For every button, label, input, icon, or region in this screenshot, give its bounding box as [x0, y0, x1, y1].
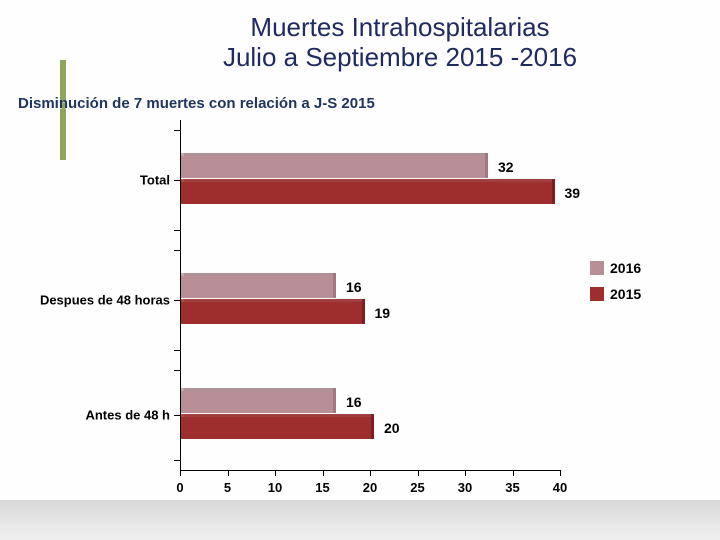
- y-tick: [174, 230, 180, 231]
- x-tick: [370, 470, 371, 476]
- x-tick-label: 5: [224, 480, 231, 495]
- bar-2015: [181, 182, 552, 204]
- legend-label-2015: 2015: [610, 286, 641, 302]
- bar-value-label: 16: [346, 279, 362, 295]
- x-tick: [180, 470, 181, 476]
- x-tick: [275, 470, 276, 476]
- bar-value-label: 39: [565, 185, 581, 201]
- chart-plot-area: 0510152025303540323916191620: [180, 120, 560, 470]
- y-tick: [174, 130, 180, 131]
- bar-2016: [181, 156, 485, 178]
- title-line-1: Muertes Intrahospitalarias: [100, 12, 700, 43]
- x-tick-label: 25: [410, 480, 424, 495]
- x-tick: [560, 470, 561, 476]
- x-tick-label: 40: [553, 480, 567, 495]
- y-tick: [174, 415, 180, 416]
- y-tick: [174, 460, 180, 461]
- y-tick: [174, 250, 180, 251]
- category-label: Antes de 48 h: [0, 408, 170, 423]
- x-tick-label: 0: [176, 480, 183, 495]
- bar-value-label: 20: [384, 420, 400, 436]
- legend-label-2016: 2016: [610, 260, 641, 276]
- subtitle: Disminución de 7 muertes con relación a …: [18, 95, 375, 112]
- y-tick: [174, 180, 180, 181]
- bar-2015: [181, 302, 362, 324]
- x-tick-label: 20: [363, 480, 377, 495]
- y-tick: [174, 370, 180, 371]
- category-label: Despues de 48 horas: [0, 293, 170, 308]
- category-label: Total: [0, 173, 170, 188]
- x-tick-label: 35: [505, 480, 519, 495]
- bar-value-label: 16: [346, 394, 362, 410]
- slide-bg-bottom: [0, 500, 720, 540]
- x-tick: [323, 470, 324, 476]
- chart-legend: 2016 2015: [590, 260, 641, 312]
- bar-2016: [181, 276, 333, 298]
- y-tick: [174, 350, 180, 351]
- x-tick-label: 30: [458, 480, 472, 495]
- legend-item-2016: 2016: [590, 260, 641, 276]
- bar-value-label: 32: [498, 159, 514, 175]
- x-tick: [418, 470, 419, 476]
- legend-swatch-2016: [590, 261, 604, 275]
- x-tick: [513, 470, 514, 476]
- bar-2015: [181, 417, 371, 439]
- legend-item-2015: 2015: [590, 286, 641, 302]
- title-line-2: Julio a Septiembre 2015 -2016: [100, 42, 700, 73]
- legend-swatch-2015: [590, 287, 604, 301]
- x-tick-label: 10: [268, 480, 282, 495]
- x-tick-label: 15: [315, 480, 329, 495]
- bar-2016: [181, 391, 333, 413]
- x-tick: [228, 470, 229, 476]
- bar-value-label: 19: [375, 305, 391, 321]
- y-tick: [174, 300, 180, 301]
- x-tick: [465, 470, 466, 476]
